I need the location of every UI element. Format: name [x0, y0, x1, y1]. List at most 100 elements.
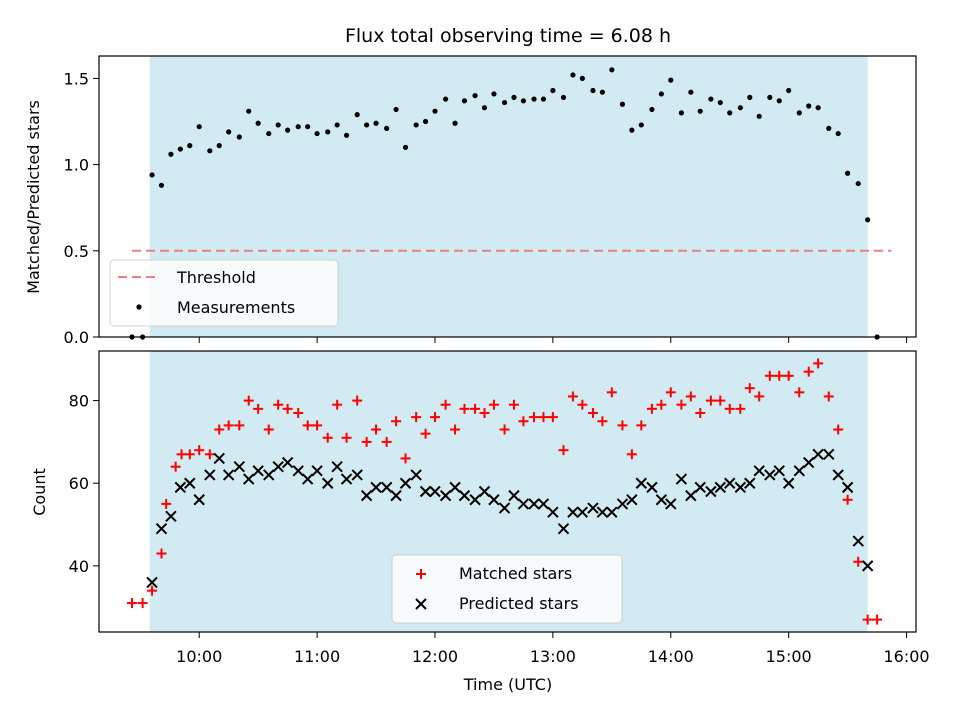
marker-stroke [233, 460, 246, 473]
measurement-point [678, 110, 684, 116]
marker-stroke [646, 481, 658, 494]
measurement-point [413, 122, 419, 128]
predicted-star-point [252, 465, 264, 477]
matched-star-point [450, 424, 461, 435]
matched-star-point [223, 420, 234, 431]
matched-star-point [499, 424, 510, 435]
predicted-star-point [311, 465, 323, 477]
marker-stroke [508, 489, 520, 502]
matched-star-point [263, 424, 274, 435]
marker-stroke [311, 465, 323, 477]
measurement-point [756, 113, 762, 119]
marker-stroke [478, 485, 491, 498]
measurement-point [511, 94, 517, 100]
predicted-star-point [812, 448, 824, 461]
legend-matched-label: Matched stars [459, 564, 572, 583]
predicted-star-point [665, 498, 677, 510]
marker-stroke [415, 598, 427, 610]
matched-star-point [597, 416, 608, 427]
measurement-point [550, 87, 556, 94]
marker-stroke [675, 473, 688, 485]
measurement-point [325, 129, 331, 135]
predicted-star-point [146, 576, 158, 589]
marker-stroke [744, 477, 756, 489]
legend-measurement-label: Measurements [177, 298, 295, 317]
measurement-point [590, 87, 596, 94]
measurement-point [609, 67, 615, 73]
predicted-star-point [340, 473, 353, 485]
matched-star-point [853, 556, 864, 567]
matched-star-point [529, 412, 540, 423]
marker-stroke [272, 460, 284, 473]
matched-star-point [381, 436, 392, 447]
predicted-star-point [655, 494, 668, 506]
marker-stroke [557, 522, 570, 535]
marker-stroke [429, 485, 441, 498]
matched-star-point [184, 449, 195, 460]
measurement-point [826, 125, 832, 132]
measurement-point [727, 110, 733, 116]
x-tick-label: 11:00 [294, 647, 340, 666]
legend-threshold-label: Threshold [176, 268, 256, 287]
count-legend: Matched stars Predicted stars [391, 554, 623, 624]
marker-stroke [782, 477, 795, 489]
marker-stroke [146, 576, 158, 589]
measurement-point [461, 98, 468, 104]
measurement-point [767, 94, 773, 100]
marker-stroke [410, 469, 422, 481]
y-tick-label: 60 [69, 474, 89, 493]
marker-stroke [184, 477, 196, 489]
matched-star-point [676, 399, 687, 410]
x-tick-label: 10:00 [176, 647, 222, 666]
predicted-star-point [537, 498, 550, 510]
predicted-star-point [449, 481, 461, 494]
measurement-point [491, 91, 497, 97]
matched-star-point [332, 399, 343, 410]
measurement-point [246, 108, 252, 114]
predicted-star-point [635, 477, 648, 489]
measurement-point [216, 143, 222, 149]
matched-star-point [341, 432, 352, 443]
matched-star-point [440, 399, 451, 410]
matched-star-point [636, 420, 647, 431]
matched-star-point [127, 598, 138, 609]
matched-star-point [312, 420, 323, 431]
legend-measurement-swatch [136, 304, 142, 310]
marker-stroke [764, 469, 776, 481]
matched-star-point [754, 391, 765, 402]
marker-stroke [685, 489, 697, 502]
marker-stroke [204, 469, 216, 481]
measurement-point [158, 182, 165, 188]
marker-stroke [773, 465, 785, 477]
matched-star-point [508, 399, 519, 410]
predicted-star-point [576, 506, 589, 518]
matched-star-point [724, 403, 735, 414]
matched-star-point [862, 614, 873, 625]
matched-star-point [479, 407, 490, 418]
marker-stroke [292, 465, 304, 477]
matched-star-point [735, 403, 746, 414]
top-y-axis-label: Matched/Predicted stars [24, 100, 43, 294]
predicted-star-point [685, 489, 697, 502]
y-tick-label: 0.5 [64, 242, 89, 261]
legend-box [391, 554, 623, 624]
measurement-point [402, 144, 409, 150]
predicted-star-point [429, 485, 441, 498]
matched-star-point [842, 494, 853, 505]
y-tick-label: 1.0 [64, 156, 89, 175]
predicted-star-point [165, 510, 177, 523]
marker-stroke [449, 481, 461, 494]
measurement-point [168, 151, 174, 157]
matched-star-point [872, 614, 883, 625]
predicted-star-point [410, 469, 422, 481]
x-tick-label: 12:00 [412, 647, 458, 666]
matched-star-point [170, 461, 181, 472]
matched-star-point [293, 407, 304, 418]
matched-star-point [626, 449, 637, 460]
predicted-star-point [360, 489, 373, 502]
x-tick-label: 13:00 [530, 647, 576, 666]
measurement-point [481, 105, 488, 111]
marker-stroke [419, 485, 432, 498]
x-axis-label: Time (UTC) [463, 675, 552, 694]
